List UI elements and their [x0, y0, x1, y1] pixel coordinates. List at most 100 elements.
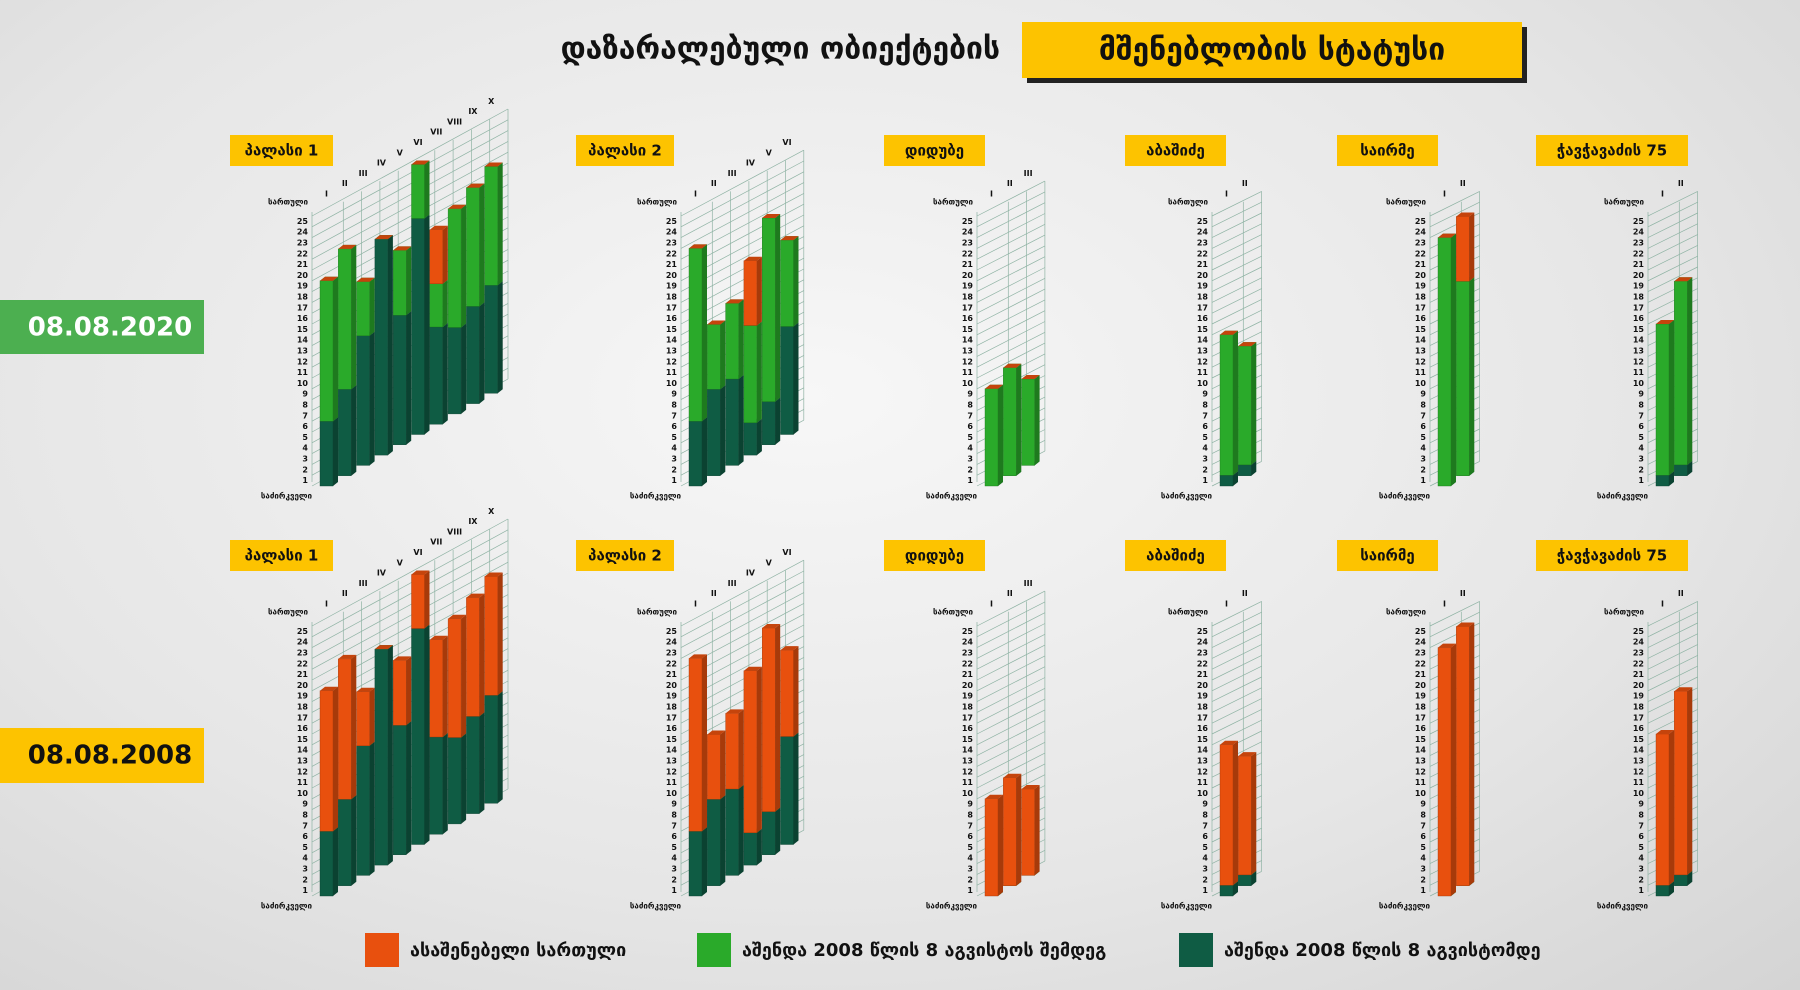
- bar-top: [985, 794, 1003, 799]
- y-tick-label: 22: [962, 659, 973, 668]
- bar-segment: [466, 183, 485, 307]
- bar-segment: [484, 572, 503, 696]
- chart-title-box: [1125, 135, 1226, 166]
- y-tick-label: 9: [967, 800, 973, 809]
- bar-segment: [356, 277, 375, 336]
- y-tick-label: 10: [1633, 379, 1645, 388]
- bar-segment: [1238, 342, 1257, 347]
- y-tick-label: 13: [1415, 757, 1426, 766]
- grid-line: [1211, 655, 1262, 681]
- grid-line: [1429, 611, 1480, 638]
- bar-front: [688, 248, 703, 422]
- bar-side: [1251, 752, 1257, 875]
- bar-front: [447, 618, 462, 738]
- bar-front: [984, 798, 999, 897]
- x-tick-label: II: [1460, 179, 1466, 188]
- bar-segment: [780, 732, 799, 845]
- y-tick-label: 18: [1415, 703, 1427, 712]
- chart-title-box: [230, 135, 333, 166]
- bar-segment: [319, 276, 338, 422]
- bar-segment: [429, 323, 448, 425]
- bar-top: [1003, 363, 1022, 368]
- bar-top: [1021, 785, 1040, 789]
- bar-side: [793, 236, 799, 327]
- y-tick-label: 17: [666, 303, 677, 312]
- bar-side: [1669, 471, 1674, 486]
- grid-line: [1211, 201, 1262, 228]
- bar-front: [1456, 281, 1470, 476]
- y-tick-label: 21: [962, 260, 974, 269]
- y-tick-label: 15: [1197, 325, 1209, 334]
- x-tick-label: IV: [746, 159, 756, 168]
- x-tick-label: I: [1225, 600, 1228, 609]
- grid-line: [976, 267, 1046, 303]
- bar-top: [411, 570, 430, 575]
- y-tick-label: 11: [962, 778, 974, 787]
- x-tick-label: X: [488, 97, 495, 106]
- bar-front: [1238, 345, 1252, 466]
- y-tick-label: 18: [1197, 703, 1209, 712]
- bar-segment: [707, 730, 726, 800]
- bar-front: [466, 597, 480, 717]
- y-tick-label: 22: [1415, 659, 1426, 668]
- y-tick-label: 17: [962, 713, 973, 722]
- bar-side: [406, 656, 412, 726]
- bar-side: [793, 646, 799, 737]
- grid-line: [1211, 288, 1262, 314]
- bar-segment: [411, 570, 430, 629]
- y-tick-label: 15: [666, 735, 678, 744]
- grid-line: [680, 581, 804, 648]
- y-tick-label: 24: [1197, 228, 1209, 237]
- y-tick-label: 22: [1633, 659, 1644, 668]
- y-tick-label: 18: [962, 703, 974, 712]
- bar-front: [356, 745, 370, 876]
- bar-side: [1469, 622, 1475, 886]
- y-tick-label: 22: [666, 249, 677, 258]
- grid-line: [311, 141, 509, 249]
- y-tick-label: 11: [1197, 778, 1209, 787]
- y-tick-label: 13: [1633, 757, 1644, 766]
- bar-front: [762, 217, 776, 402]
- bar-segment: [319, 417, 338, 487]
- y-tick-label: 20: [1415, 271, 1427, 280]
- grid-line: [680, 570, 804, 638]
- y-tick-label: 24: [1633, 228, 1645, 237]
- bar-side: [775, 214, 781, 402]
- y-tick-label: 11: [1415, 778, 1427, 787]
- grid-line: [976, 601, 1046, 638]
- grid-line: [1647, 655, 1698, 681]
- bar-segment: [984, 384, 1003, 487]
- bar-segment: [374, 645, 393, 650]
- bar-segment: [688, 827, 707, 897]
- y-tick-label: 8: [1420, 811, 1426, 820]
- bar-top: [466, 183, 485, 188]
- bar-side: [1233, 471, 1238, 486]
- chart-title: პალასი 2: [588, 142, 662, 160]
- y-tick-label: 20: [1197, 271, 1209, 280]
- bar-front: [707, 734, 721, 800]
- chart-title: ჭავჭავაძის 75: [1557, 142, 1667, 160]
- y-tick-label: 23: [1633, 649, 1644, 658]
- y-tick-label: 4: [1202, 854, 1208, 863]
- bar-segment: [688, 654, 707, 832]
- x-tick-label: V: [397, 148, 404, 157]
- y-axis-label: სართული: [1386, 607, 1427, 617]
- y-tick-label: 18: [666, 703, 678, 712]
- grid-line: [1647, 633, 1698, 659]
- bar-segment: [411, 160, 430, 219]
- y-tick-label: 8: [671, 401, 677, 410]
- y-tick-label: 2: [967, 465, 973, 474]
- bar-top: [1456, 622, 1475, 627]
- bar-side: [387, 235, 393, 456]
- bar-front: [1437, 647, 1452, 897]
- bar-side: [497, 162, 503, 286]
- grid-line: [976, 288, 1046, 325]
- y-tick-label: 18: [297, 293, 309, 302]
- y-tick-label: 20: [1633, 271, 1645, 280]
- bar-segment: [1021, 785, 1040, 876]
- y-tick-label: 21: [1415, 260, 1427, 269]
- y-tick-label: 3: [1202, 865, 1208, 874]
- y-axis-base-label: საძირკველი: [630, 491, 682, 501]
- y-tick-label: 2: [967, 875, 973, 884]
- page-title: დაზარალებული ობიექტების: [561, 32, 1000, 67]
